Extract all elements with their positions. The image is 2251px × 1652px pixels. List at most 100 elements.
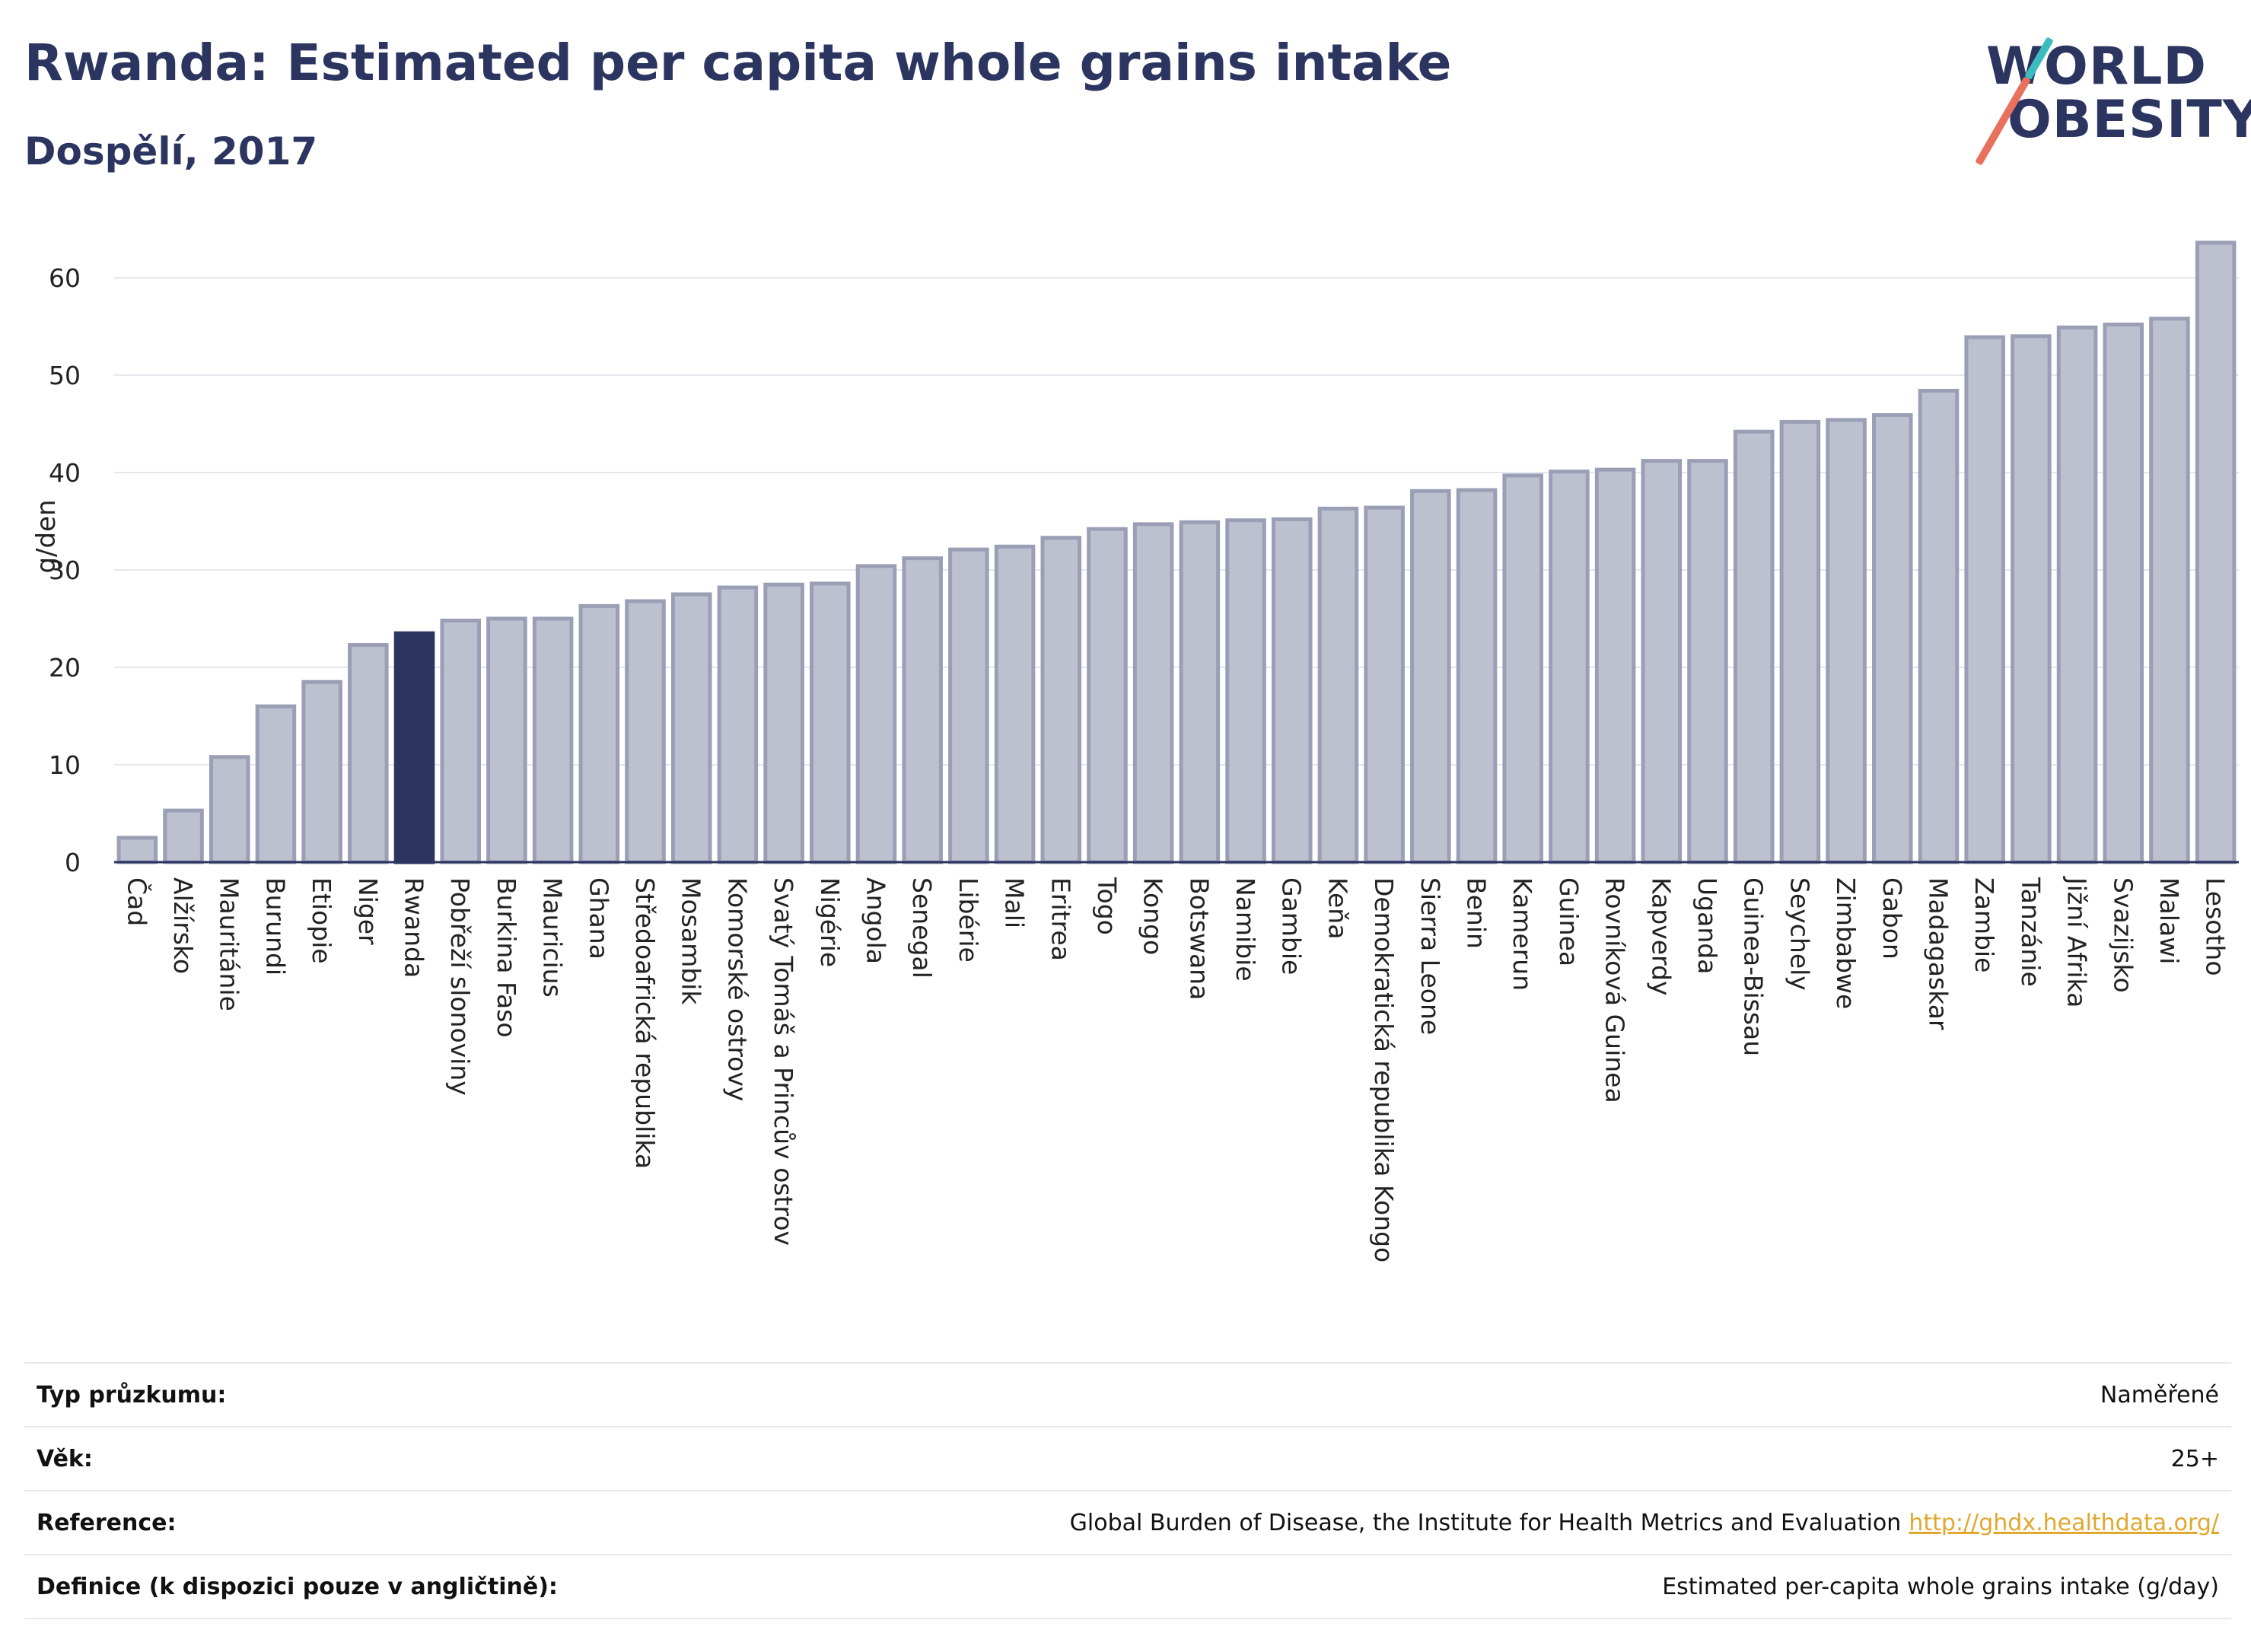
- x-tick-label: Botswana: [1184, 877, 1214, 1000]
- x-tick-label: Mauritánie: [215, 877, 244, 1011]
- page-subtitle: Dospělí, 2017: [24, 129, 318, 173]
- x-tick-label: Jižní Afrika: [2062, 876, 2092, 1007]
- bar-1: [163, 808, 204, 864]
- x-tick-label: Madagaskar: [1923, 877, 1953, 1030]
- x-tick-label: Svazijsko: [2108, 877, 2138, 993]
- bar-11: [625, 599, 666, 864]
- y-tick-label: 20: [49, 653, 81, 683]
- y-tick-label: 40: [49, 458, 81, 488]
- bar-34: [1687, 459, 1728, 864]
- bar-7: [440, 619, 481, 864]
- bar-32: [1594, 467, 1636, 864]
- info-row-definition: Definice (k dispozici pouze v angličtině…: [24, 1554, 2231, 1619]
- x-tick-label: Sierra Leone: [1415, 877, 1445, 1035]
- x-tick-label: Středoafrická republika: [630, 877, 660, 1169]
- x-tick-label: Rovníková Guinea: [1600, 877, 1630, 1103]
- x-tick-label: Gambie: [1277, 877, 1307, 975]
- x-tick-label: Ghana: [584, 877, 613, 960]
- y-tick-label: 10: [49, 750, 81, 780]
- x-tick-label: Mauricius: [538, 877, 568, 998]
- bar-27: [1364, 505, 1405, 864]
- info-key: Reference:: [37, 1509, 177, 1536]
- x-tick-label: Namibie: [1231, 877, 1260, 982]
- bar-12: [670, 592, 712, 864]
- x-tick-label: Rwanda: [400, 877, 429, 978]
- x-tick-label: Libérie: [954, 877, 983, 963]
- x-tick-label: Nigérie: [815, 877, 845, 967]
- x-tick-label: Uganda: [1692, 877, 1722, 974]
- x-tick-label: Kapverdy: [1646, 877, 1676, 996]
- bar-44: [2149, 317, 2190, 864]
- info-key: Typ průzkumu:: [37, 1381, 227, 1408]
- bar-42: [2056, 325, 2098, 864]
- bar-23: [1179, 520, 1221, 864]
- y-axis-label: g/den: [31, 499, 62, 573]
- bar-38: [1872, 412, 1913, 864]
- bar-9: [532, 616, 574, 864]
- x-tick-label: Burkina Faso: [492, 877, 521, 1038]
- bar-17: [902, 556, 943, 864]
- x-tick-label: Togo: [1092, 877, 1122, 935]
- bar-36: [1779, 419, 1821, 864]
- x-tick-label: Benin: [1462, 877, 1492, 949]
- bar-28: [1410, 489, 1451, 864]
- bar-41: [2011, 334, 2052, 864]
- bar-6: [393, 631, 435, 864]
- x-tick-label: Kamerun: [1508, 877, 1537, 991]
- info-key: Definice (k dispozici pouze v angličtině…: [37, 1573, 558, 1600]
- x-tick-label: Gabon: [1877, 877, 1907, 960]
- x-tick-label: Tanzánie: [2016, 877, 2046, 987]
- bar-3: [255, 704, 297, 864]
- x-tick-label: Čad: [122, 877, 152, 926]
- bar-35: [1733, 429, 1775, 864]
- bar-22: [1132, 522, 1174, 864]
- bar-8: [486, 616, 527, 864]
- x-tick-label: Pobřeží slonoviny: [445, 877, 475, 1096]
- bar-5: [348, 643, 389, 864]
- reference-link[interactable]: http://ghdx.healthdata.org/: [1909, 1509, 2219, 1536]
- info-value: Global Burden of Disease, the Institute …: [1070, 1510, 2231, 1536]
- bar-14: [763, 582, 804, 864]
- info-value: Naměřené: [2100, 1381, 2219, 1408]
- y-tick-label: 0: [65, 848, 81, 877]
- bar-2: [209, 755, 250, 864]
- bar-25: [1271, 517, 1313, 864]
- info-row-reference: Reference: Global Burden of Disease, the…: [24, 1490, 2231, 1554]
- info-table: Typ průzkumu: Naměřené Věk: 25+ Referenc…: [24, 1362, 2231, 1619]
- bar-24: [1225, 518, 1266, 864]
- reference-text: Global Burden of Disease, the Institute …: [1069, 1509, 1902, 1536]
- x-tick-label: Angola: [861, 877, 890, 964]
- x-tick-label: Guinea-Bissau: [1739, 877, 1769, 1056]
- bar-40: [1964, 335, 2005, 864]
- y-tick-label: 30: [49, 555, 81, 585]
- bar-16: [855, 564, 897, 864]
- x-tick-label: Svatý Tomáš a Princův ostrov: [769, 877, 798, 1246]
- bar-chart: 0 10 20 30 40 50 60 g/den Čad Alžírsko Mauritánie B…: [31, 240, 2239, 1262]
- bar-0: [116, 836, 158, 864]
- x-tick-label: Senegal: [907, 877, 937, 979]
- logo-line-2: OBESITY: [2007, 90, 2251, 150]
- bar-37: [1826, 418, 1867, 864]
- x-tick-label: Guinea: [1554, 877, 1584, 966]
- x-tick-label: Keňa: [1323, 877, 1352, 939]
- bar-39: [1918, 388, 1960, 864]
- page-title: Rwanda: Estimated per capita whole grain…: [24, 33, 1452, 92]
- bar-15: [810, 581, 851, 864]
- x-tick-label: Kongo: [1138, 877, 1168, 955]
- x-tick-label: Burundi: [260, 877, 290, 976]
- y-tick-label: 60: [49, 263, 81, 293]
- x-tick-label: Alžírsko: [168, 877, 198, 974]
- bar-20: [1040, 536, 1082, 864]
- world-obesity-logo: WORLD OBESITY: [1975, 23, 2251, 166]
- x-tick-label: Niger: [353, 877, 383, 945]
- bar-45: [2195, 240, 2237, 864]
- x-tick-label: Demokratická republika Kongo: [1369, 877, 1399, 1262]
- bar-30: [1502, 473, 1543, 864]
- bar-19: [994, 544, 1036, 864]
- bar-21: [1087, 527, 1128, 864]
- x-tick-label: Zambie: [1969, 877, 1999, 972]
- info-value: Estimated per-capita whole grains intake…: [1662, 1573, 2219, 1600]
- x-tick-label: Malawi: [2154, 877, 2184, 964]
- bar-26: [1317, 506, 1359, 864]
- bar-29: [1456, 488, 1498, 864]
